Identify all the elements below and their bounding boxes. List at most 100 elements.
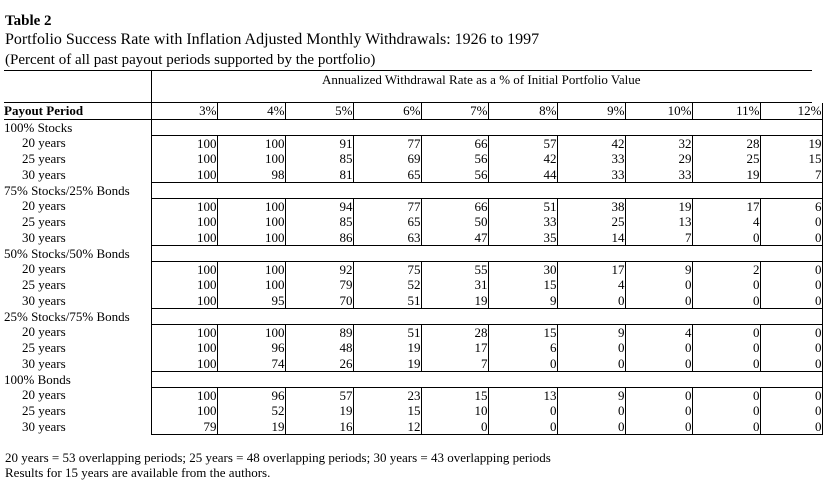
value-cell: 0 xyxy=(760,340,823,356)
allocation-label: 75% Stocks/25% Bonds xyxy=(4,182,152,198)
table-row: 30 years 100 98 81 65 56 44 33 33 19 7 xyxy=(4,166,823,183)
value-cell: 100 xyxy=(151,260,218,277)
value-cell: 0 xyxy=(625,418,693,435)
spacer-cell xyxy=(692,309,760,325)
value-cell: 100 xyxy=(151,229,218,246)
spacer-cell xyxy=(285,246,353,262)
value-cell: 100 xyxy=(217,197,286,214)
spacer-cell xyxy=(421,183,488,199)
value-cell: 28 xyxy=(692,134,761,151)
value-cell: 69 xyxy=(353,151,422,167)
table-row: 30 years 100 95 70 51 19 9 0 0 0 0 xyxy=(4,292,823,309)
value-cell: 14 xyxy=(557,229,626,246)
value-cell: 57 xyxy=(285,386,354,403)
value-cell: 0 xyxy=(692,340,761,356)
value-cell: 79 xyxy=(285,277,354,293)
allocation-label: 25% Stocks/75% Bonds xyxy=(4,308,152,324)
value-cell: 19 xyxy=(625,197,693,214)
value-cell: 31 xyxy=(421,277,489,293)
value-cell: 0 xyxy=(760,214,823,230)
period-label: 20 years xyxy=(4,324,152,340)
table-row: 25 years 100 96 48 19 17 6 0 0 0 0 xyxy=(4,340,823,356)
spacer-cell xyxy=(217,183,285,199)
value-cell: 48 xyxy=(285,340,354,356)
value-cell: 42 xyxy=(557,134,626,151)
value-cell: 98 xyxy=(217,166,286,183)
value-cell: 0 xyxy=(692,292,761,309)
value-cell: 19 xyxy=(760,134,823,151)
value-cell: 0 xyxy=(760,355,823,372)
value-cell: 0 xyxy=(760,418,823,435)
value-cell: 55 xyxy=(421,260,489,277)
rate-header-cell: 4% xyxy=(217,103,286,120)
spacer-cell xyxy=(421,309,488,325)
spacer-cell xyxy=(353,309,421,325)
period-label: 20 years xyxy=(4,387,152,403)
table-row: 25 years 100 52 19 15 10 0 0 0 0 0 xyxy=(4,403,823,419)
value-cell: 74 xyxy=(217,355,286,372)
value-cell: 0 xyxy=(557,355,626,372)
spacer-cell xyxy=(692,246,760,262)
spacer-cell xyxy=(557,372,625,388)
success-rate-table: Annualized Withdrawal Rate as a % of Ini… xyxy=(4,70,823,435)
value-cell: 50 xyxy=(421,214,489,230)
value-cell: 17 xyxy=(421,340,489,356)
rate-header-cell: 12% xyxy=(760,103,823,120)
rate-header-cell: 6% xyxy=(353,103,422,120)
spacer-cell xyxy=(285,183,353,199)
value-cell: 6 xyxy=(488,340,558,356)
value-cell: 33 xyxy=(488,214,558,230)
table-row: 30 years 100 74 26 19 7 0 0 0 0 0 xyxy=(4,355,823,372)
footnote-availability: Results for 15 years are available from … xyxy=(5,465,271,480)
value-cell: 15 xyxy=(488,277,558,293)
spacer-cell xyxy=(353,119,421,135)
value-cell: 19 xyxy=(353,355,422,372)
rate-header-cell: 9% xyxy=(557,103,626,120)
period-label: 25 years xyxy=(4,340,152,356)
period-label: 25 years xyxy=(4,277,152,293)
spacer-cell xyxy=(625,119,692,135)
value-cell: 0 xyxy=(557,418,626,435)
rate-header-cell: 11% xyxy=(692,103,761,120)
header-divider xyxy=(151,71,152,102)
table-row: 20 years 100 100 91 77 66 57 42 32 28 19 xyxy=(4,134,823,151)
value-cell: 47 xyxy=(421,229,489,246)
value-cell: 0 xyxy=(760,403,823,419)
rate-header-row: Annualized Withdrawal Rate as a % of Ini… xyxy=(4,70,812,103)
rate-header-cell: 7% xyxy=(421,103,489,120)
spacer-cell xyxy=(625,183,692,199)
period-label: 30 years xyxy=(4,355,152,372)
column-header-row: Payout Period 3% 4% 5% 6% 7% 8% 9% 10% 11% 12% xyxy=(4,103,823,120)
value-cell: 19 xyxy=(421,292,489,309)
spacer-cell xyxy=(421,372,488,388)
value-cell: 19 xyxy=(217,418,286,435)
value-cell: 77 xyxy=(353,197,422,214)
rate-header: Annualized Withdrawal Rate as a % of Ini… xyxy=(322,72,641,87)
value-cell: 100 xyxy=(151,323,218,340)
value-cell: 19 xyxy=(692,166,761,183)
value-cell: 100 xyxy=(151,197,218,214)
value-cell: 65 xyxy=(353,214,422,230)
value-cell: 19 xyxy=(285,403,354,419)
value-cell: 15 xyxy=(760,151,823,167)
value-cell: 94 xyxy=(285,197,354,214)
value-cell: 0 xyxy=(760,386,823,403)
spacer-cell xyxy=(488,246,557,262)
value-cell: 75 xyxy=(353,260,422,277)
value-cell: 0 xyxy=(760,292,823,309)
table-row: 20 years 100 100 92 75 55 30 17 9 2 0 xyxy=(4,260,823,277)
value-cell: 26 xyxy=(285,355,354,372)
spacer-cell xyxy=(151,309,217,325)
value-cell: 51 xyxy=(353,292,422,309)
value-cell: 0 xyxy=(557,403,626,419)
allocation-group-row: 25% Stocks/75% Bonds xyxy=(4,308,823,325)
value-cell: 7 xyxy=(625,229,693,246)
spacer-cell xyxy=(760,371,823,387)
value-cell: 81 xyxy=(285,166,354,183)
value-cell: 51 xyxy=(353,323,422,340)
value-cell: 0 xyxy=(692,355,761,372)
period-label: 30 years xyxy=(4,292,152,309)
table-subtitle: Portfolio Success Rate with Inflation Ad… xyxy=(5,31,540,48)
value-cell: 56 xyxy=(421,166,489,183)
value-cell: 0 xyxy=(421,418,489,435)
